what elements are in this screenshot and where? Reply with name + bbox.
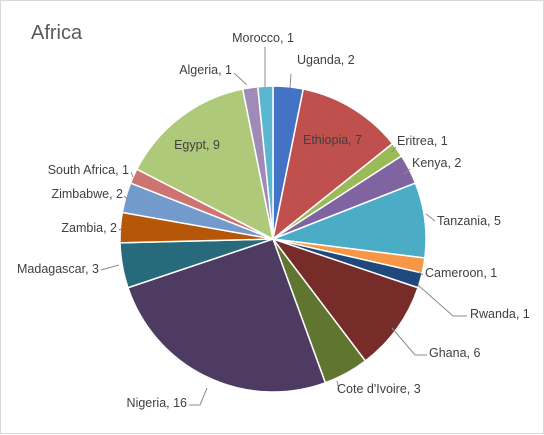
leader-line-madagascar bbox=[100, 264, 120, 271]
leader-line-rwanda bbox=[417, 284, 467, 317]
data-label-zambia: Zambia, 2 bbox=[61, 221, 117, 235]
leader-line-kenya bbox=[403, 168, 411, 175]
data-label-uganda: Uganda, 2 bbox=[297, 53, 355, 67]
pie-slice-nigeria bbox=[127, 238, 327, 393]
data-label-south-africa: South Africa, 1 bbox=[48, 163, 129, 177]
data-label-egypt: Egypt, 9 bbox=[174, 138, 220, 152]
leader-line-zimbabwe bbox=[123, 195, 128, 200]
data-label-eritrea: Eritrea, 1 bbox=[397, 134, 448, 148]
data-label-rwanda: Rwanda, 1 bbox=[470, 307, 530, 321]
data-label-tanzania: Tanzania, 5 bbox=[437, 214, 501, 228]
data-label-cote-d-ivoire: Cote d'Ivoire, 3 bbox=[337, 382, 421, 396]
data-label-ghana: Ghana, 6 bbox=[429, 346, 480, 360]
leader-line-ghana bbox=[391, 327, 427, 356]
pie-slice-ghana bbox=[270, 237, 419, 363]
leader-line-cameroon bbox=[418, 271, 424, 276]
data-label-algeria: Algeria, 1 bbox=[179, 63, 232, 77]
data-label-kenya: Kenya, 2 bbox=[412, 156, 461, 170]
pie-slice-ethiopia bbox=[271, 88, 394, 241]
data-label-ethiopia: Ethiopia, 7 bbox=[303, 133, 362, 147]
data-label-zimbabwe: Zimbabwe, 2 bbox=[51, 187, 123, 201]
pie-slice-egypt bbox=[135, 88, 275, 241]
data-label-cameroon: Cameroon, 1 bbox=[425, 266, 497, 280]
leader-line-uganda bbox=[289, 73, 292, 89]
leader-line-algeria bbox=[233, 72, 248, 86]
data-label-nigeria: Nigeria, 16 bbox=[127, 396, 187, 410]
leader-line-zambia bbox=[118, 228, 122, 231]
leader-line-nigeria bbox=[189, 387, 208, 406]
leader-line-eritrea bbox=[391, 146, 397, 153]
data-label-morocco: Morocco, 1 bbox=[232, 31, 294, 45]
leader-line-cote-d-ivoire bbox=[336, 380, 340, 391]
leader-line-south-africa bbox=[130, 171, 134, 178]
data-label-madagascar: Madagascar, 3 bbox=[17, 262, 99, 276]
leader-line-tanzania bbox=[425, 213, 436, 222]
chart-title: Africa bbox=[31, 22, 83, 44]
